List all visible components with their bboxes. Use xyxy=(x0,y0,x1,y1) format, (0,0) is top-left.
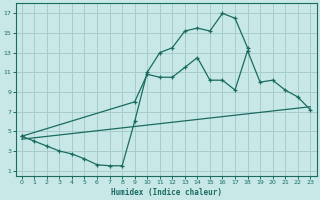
X-axis label: Humidex (Indice chaleur): Humidex (Indice chaleur) xyxy=(110,188,221,197)
